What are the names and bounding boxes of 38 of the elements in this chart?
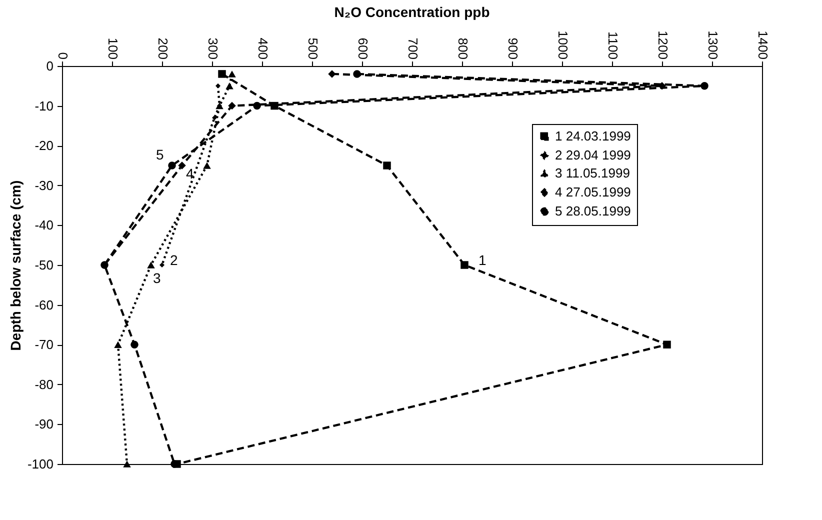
y-tick-label: -50: [34, 258, 54, 272]
x-tick-label: 1300: [706, 30, 720, 60]
annotation: 2: [170, 252, 178, 268]
x-tick-label: 0: [56, 52, 70, 60]
legend-label: 1 24.03.1999: [555, 128, 631, 144]
legend-label: 5 28.05.1999: [555, 204, 631, 218]
x-tick-label: 100: [106, 38, 120, 60]
legend-label: 4 27.05.1999: [555, 184, 631, 200]
x-tick-label: 800: [456, 38, 470, 60]
chart-title: N₂O Concentration ppb: [334, 4, 490, 20]
x-tick-label: 900: [506, 38, 520, 60]
y-axis-title: Depth below surface (cm): [7, 180, 24, 351]
y-tick-label: -90: [34, 416, 54, 432]
y-tick-label: -60: [34, 297, 54, 312]
annotation: 1: [478, 252, 486, 268]
x-tick-label: 1100: [606, 32, 620, 60]
x-tick-label: 200: [156, 38, 170, 60]
y-tick-label: 0: [46, 58, 54, 74]
y-tick-label: -20: [34, 138, 54, 154]
annotation: 5: [156, 146, 164, 162]
annotation: 4: [186, 166, 194, 182]
y-tick-label: -30: [34, 178, 54, 193]
x-tick-label: 600: [356, 38, 370, 60]
y-tick-label: -40: [34, 218, 54, 233]
x-tick-label: 1400: [756, 30, 770, 60]
legend-label: 3 11.05.1999: [555, 166, 630, 180]
x-tick-label: 300: [206, 38, 220, 60]
x-tick-label: 400: [256, 38, 270, 60]
y-tick-label: -70: [34, 337, 54, 352]
y-tick-label: -100: [27, 456, 54, 472]
x-tick-label: 700: [406, 38, 420, 60]
legend-label: 2 29.04 1999: [555, 148, 631, 162]
x-tick-label: 1200: [656, 30, 670, 60]
x-tick-label: 1000: [556, 30, 570, 60]
x-tick-label: 500: [306, 38, 320, 60]
annotation: 3: [153, 270, 161, 286]
y-tick-label: -80: [34, 376, 54, 392]
y-tick-label: -10: [34, 98, 54, 114]
